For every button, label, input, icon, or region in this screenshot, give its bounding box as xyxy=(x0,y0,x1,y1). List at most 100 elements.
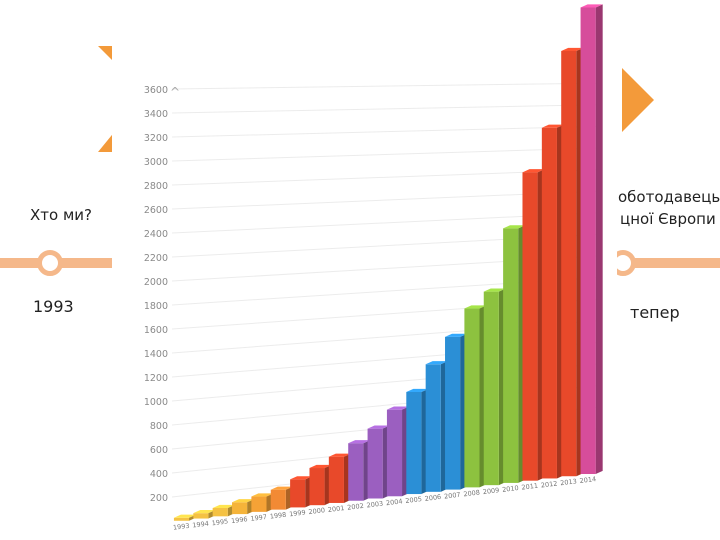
right-now: тепер xyxy=(630,303,680,322)
y-tick-label: 1000 xyxy=(144,397,168,408)
y-tick-label: 3400 xyxy=(144,109,168,120)
bar-front xyxy=(309,468,325,506)
x-tick-label: 2014 xyxy=(579,475,596,485)
bar xyxy=(232,499,255,515)
bar xyxy=(309,464,332,506)
x-tick-label: 2008 xyxy=(463,488,480,498)
bar-front xyxy=(406,391,422,495)
x-tick-label: 2002 xyxy=(347,502,364,512)
bar-top xyxy=(580,4,603,8)
bar-front xyxy=(522,172,538,481)
x-tick-label: 2010 xyxy=(502,484,519,494)
bar-top xyxy=(541,124,564,128)
bar-front xyxy=(251,496,267,512)
x-tick-label: 2001 xyxy=(327,504,344,514)
bar-front xyxy=(232,502,248,515)
gridline xyxy=(171,82,599,90)
y-tick-label: 1800 xyxy=(144,301,168,312)
y-tick-label: 3600 xyxy=(144,85,168,96)
right-text-line1: оботодавець xyxy=(618,188,720,206)
bar xyxy=(464,305,487,488)
x-tick-label: 1996 xyxy=(231,515,248,525)
bar xyxy=(270,486,293,510)
x-tick-label: 2006 xyxy=(424,493,441,503)
bar-front xyxy=(348,443,364,501)
y-axis-arrow: ^ xyxy=(170,85,180,99)
y-tick-label: 400 xyxy=(150,469,168,480)
x-tick-label: 2003 xyxy=(366,500,383,510)
x-tick-label: 2000 xyxy=(308,506,325,516)
x-tick-label: 2013 xyxy=(560,477,577,487)
bar-front xyxy=(580,7,596,475)
bar-top xyxy=(503,225,526,229)
x-tick-label: 1993 xyxy=(173,522,190,532)
bar xyxy=(445,333,468,490)
x-tick-label: 2007 xyxy=(444,491,461,501)
bar-front xyxy=(425,364,441,492)
bar-front xyxy=(173,517,190,521)
bar-top xyxy=(309,464,332,469)
bar-top xyxy=(522,169,545,173)
bar-front xyxy=(445,336,461,490)
bar-top xyxy=(445,333,468,337)
y-tick-label: 3200 xyxy=(144,133,168,144)
bar-top xyxy=(173,514,197,518)
bar-top xyxy=(232,499,255,503)
x-tick-label: 1999 xyxy=(289,508,306,518)
bar xyxy=(290,476,313,508)
y-tick-label: 200 xyxy=(150,493,168,504)
x-tick-label: 2004 xyxy=(386,497,403,507)
y-tick-label: 1600 xyxy=(144,325,168,336)
bar-top xyxy=(212,504,235,509)
gridline xyxy=(171,125,599,138)
bar-top xyxy=(251,493,274,497)
y-tick-label: 2000 xyxy=(144,277,168,288)
bar xyxy=(580,4,603,475)
bar-top xyxy=(406,388,429,392)
decor-triangle-mid-left xyxy=(98,130,116,152)
y-tick-label: 600 xyxy=(150,445,168,456)
y-tick-label: 1200 xyxy=(144,373,168,384)
bar xyxy=(328,453,351,503)
bar xyxy=(541,124,564,479)
bar-top xyxy=(348,440,371,444)
bar xyxy=(406,388,429,495)
bar xyxy=(367,425,390,499)
bar-front xyxy=(367,428,383,499)
left-year: 1993 xyxy=(33,297,74,316)
bar xyxy=(251,493,274,512)
y-tick-label: 2400 xyxy=(144,229,168,240)
bar-front xyxy=(483,291,499,486)
bar-top xyxy=(386,406,410,410)
bar-front xyxy=(386,409,403,497)
bar-side xyxy=(595,4,603,475)
y-tick-label: 800 xyxy=(150,421,168,432)
bar xyxy=(348,440,371,501)
bar-top xyxy=(367,425,390,429)
bar xyxy=(212,504,235,517)
bar-front xyxy=(464,308,480,488)
bar xyxy=(503,225,526,483)
y-tick-label: 2200 xyxy=(144,253,168,264)
bar-top xyxy=(464,305,487,309)
x-tick-label: 2012 xyxy=(540,479,557,489)
bar-front xyxy=(541,127,557,479)
y-tick-label: 1400 xyxy=(144,349,168,360)
bar-front xyxy=(503,228,519,483)
bar-top xyxy=(270,486,293,490)
y-tick-label: 2800 xyxy=(144,181,168,192)
right-text-line2: цної Європи xyxy=(620,210,716,228)
bar-front xyxy=(193,513,209,519)
bar-front xyxy=(212,508,228,517)
bar xyxy=(522,169,545,481)
bar-front xyxy=(270,489,286,510)
bar-top xyxy=(561,47,584,51)
x-tick-label: 2009 xyxy=(482,486,499,496)
x-tick-label: 1995 xyxy=(211,517,228,527)
y-tick-label: 3000 xyxy=(144,157,168,168)
bar-top xyxy=(425,361,448,365)
x-tick-label: 1998 xyxy=(269,511,286,521)
bar xyxy=(561,47,584,477)
y-tick-label: 2600 xyxy=(144,205,168,216)
bar-front xyxy=(290,479,306,508)
